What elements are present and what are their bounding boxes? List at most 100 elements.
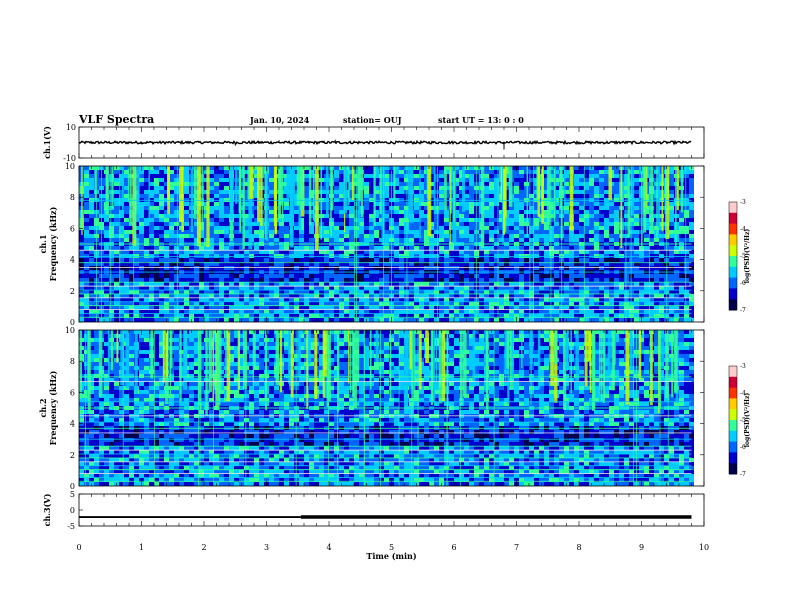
ch1-spectrogram-cell [674,286,679,290]
ch1-spectrogram-cell [494,202,499,206]
ch1-spectrogram-cell [594,186,599,190]
ch1-spectrogram-cell [659,170,664,174]
ch1-spectrogram-cell [319,266,324,270]
ch1-spectrogram-cell [649,314,654,318]
ch1-spectrogram-cell [494,170,499,174]
ch1-spectrogram-cell [459,182,464,186]
ch1-spectrogram-cell [139,186,144,190]
ch1-spectrogram-cell [659,214,664,218]
ch1-spectrogram-cell [289,274,294,278]
ch1-spectrogram-cell [189,302,194,306]
ch1-spectrogram-cell [284,298,289,302]
ch1-spectrogram-cell [464,294,469,298]
ch1-spectrogram-cell [584,182,589,186]
ch1-spectrogram-cell [649,286,654,290]
ch1-spectrogram-cell [684,166,689,170]
ch1-spectrogram-cell [619,286,624,290]
ch1-spectrogram-cell [419,226,424,230]
ch1-spectrogram-cell [154,246,159,250]
ch1-spectrogram-cell [599,314,604,318]
ch1-spectrogram-cell [274,286,279,290]
ch1-spectrogram-cell [609,218,614,222]
ch1-spectrogram-sferic-streak [675,166,677,248]
ch1-spectrogram-cell [104,262,109,266]
ch1-spectrogram-cell [384,286,389,290]
ch1-spectrogram-cell [399,250,404,254]
ch1-spectrogram-cell [679,314,684,318]
ch1-spectrogram-cell [529,226,534,230]
ch1-spectrogram-cell [124,238,129,242]
ch1-spectrogram-cell [294,214,299,218]
ch1-spectrogram-cell [434,186,439,190]
ch1-spectrogram-cell [624,178,629,182]
ch1-spectrogram-cell [374,226,379,230]
ch1-spectrogram-cell [544,302,549,306]
ch1-spectrogram-cell [309,174,314,178]
ch1-spectrogram-cell [449,298,454,302]
ch1-spectrogram-cell [689,286,694,290]
ch1-spectrogram-cell [549,274,554,278]
ch1-spectrogram-cell [539,262,544,266]
ch1-spectrogram-sferic-streak [198,166,201,247]
ch1-spectrogram-cell [439,194,444,198]
ch1-spectrogram-sferic-streak [661,166,664,232]
ch1-spectrogram-cell [494,262,499,266]
ch1-spectrogram-cell [554,234,559,238]
ch1-spectrogram-cell [304,282,309,286]
ch1-spectrogram-cell [384,206,389,210]
ch1-spectrogram-cell [329,286,334,290]
ch1-spectrogram-cell [324,282,329,286]
ch1-spectrogram-cell [214,214,219,218]
ch1-spectrogram-cell [604,274,609,278]
ch1-spectrogram-cell [549,258,554,262]
ch1-spectrogram-cell [499,294,504,298]
ch1-spectrogram-cell [404,302,409,306]
ch1-spectrogram-cell [224,306,229,310]
ch1-spectrogram-cell [344,302,349,306]
ch1-spectrogram-cell [459,218,464,222]
ch1-spectrogram-cell [434,266,439,270]
ch1-spectrogram-cell [514,190,519,194]
ch1-spectrogram-cell [569,306,574,310]
ch1-spectrogram-cell [274,278,279,282]
ch1-spectrogram-cell [349,282,354,286]
ch1-spectrogram-cell [154,210,159,214]
ch1-spectrogram-cell [604,310,609,314]
ch1-spectrogram-cell [179,298,184,302]
ch1-spectrogram-cell [324,218,329,222]
ch1-spectrogram-cell [304,174,309,178]
ch1-spectrogram-cell [584,190,589,194]
ch1-spectrogram-cell [669,302,674,306]
ch1-spectrogram-cell [669,290,674,294]
ch1-spectrogram-cell [544,238,549,242]
ch1-spectrogram-cell [614,218,619,222]
ch1-spectrogram-cell [634,286,639,290]
ch1-spectrogram-cell [244,166,249,170]
ch1-spectrogram-cell [89,274,94,278]
ch1-spectrogram-cell [564,218,569,222]
ch1-spectrogram-cell [159,234,164,238]
ch1-spectrogram-cell [154,186,159,190]
ch1-spectrogram-cell [629,294,634,298]
ch1-spectrogram-cell [109,222,114,226]
ch1-spectrogram-cell [479,282,484,286]
ch1-spectrogram-cell [544,210,549,214]
ch1-spectrogram-cell [104,286,109,290]
ch1-spectrogram-cell [164,230,169,234]
ch1-spectrogram-cell [634,302,639,306]
ch1-spectrogram-cell [529,206,534,210]
ch1-spectrogram-cell [449,294,454,298]
ch1-spectrogram-cell [399,214,404,218]
ch1-spectrogram-cell [429,182,434,186]
ch1-spectrogram-cell [189,254,194,258]
ch1-spectrogram-cell [634,246,639,250]
ch1-spectrogram-cell [169,314,174,318]
ch1-spectrogram-cell [214,238,219,242]
ch1-spectrogram-cell [374,294,379,298]
ch1-spectrogram-cell [329,262,334,266]
ch1-spectrogram-cell [689,206,694,210]
ch1-spectrogram-cell [149,206,154,210]
ch1-spectrogram-cell [169,166,174,170]
ch1-spectrogram-cell [314,310,319,314]
ch1-spectrogram-cell [614,278,619,282]
